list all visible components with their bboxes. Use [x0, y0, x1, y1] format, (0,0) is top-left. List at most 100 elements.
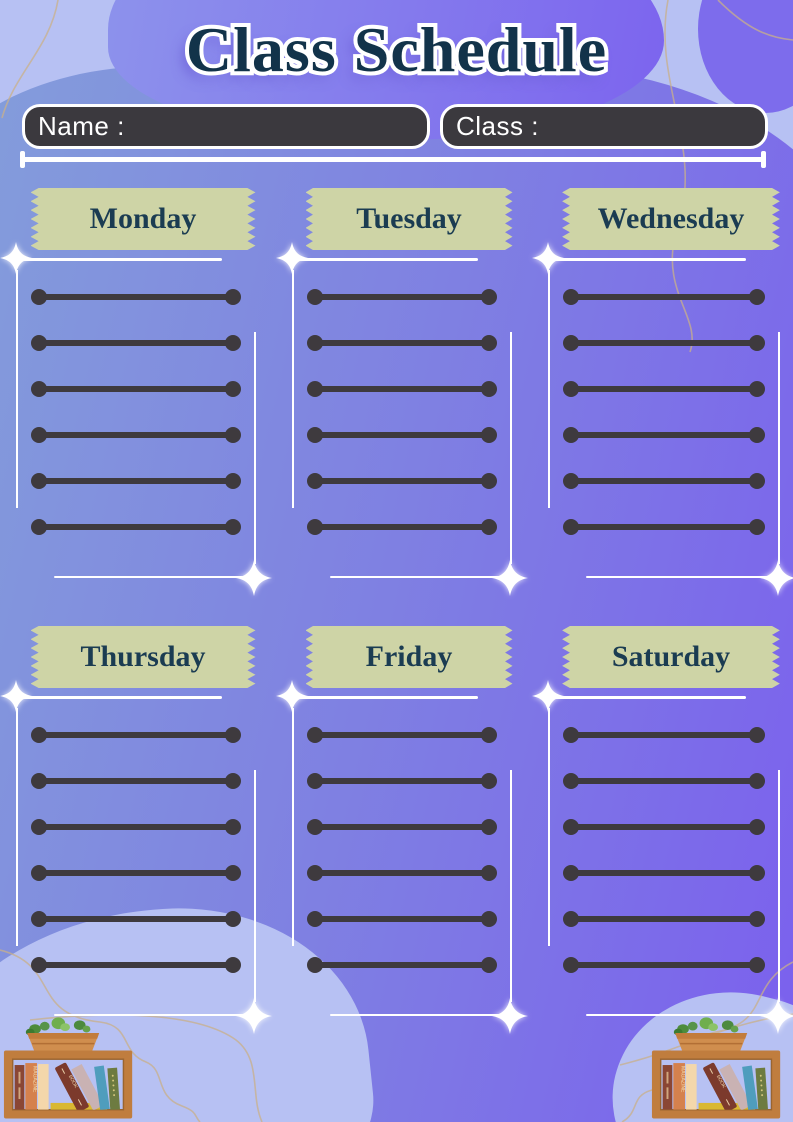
writing-lines: [18, 258, 268, 535]
frame-line-left: [292, 708, 294, 946]
frame-line-bottom: [54, 575, 256, 578]
frame-line-left: [16, 270, 18, 508]
writing-line[interactable]: [563, 473, 765, 489]
writing-line[interactable]: [307, 427, 497, 443]
sparkle-icon: [492, 560, 528, 596]
day-label: Tuesday: [356, 202, 462, 235]
day-banner: Wednesday: [562, 188, 780, 250]
writing-line[interactable]: [563, 289, 765, 305]
day-label: Saturday: [611, 640, 731, 673]
sparkle-icon: [0, 680, 32, 712]
bookshelf-illustration-left: MAGAZINE BOOK: [2, 1010, 138, 1122]
writing-line[interactable]: [563, 911, 765, 927]
day-lines-area: [532, 242, 793, 596]
writing-line[interactable]: [307, 473, 497, 489]
writing-line[interactable]: [307, 957, 497, 973]
writing-line[interactable]: [563, 865, 765, 881]
day-card: Saturday: [532, 626, 793, 1034]
writing-lines: [550, 696, 792, 973]
writing-line[interactable]: [31, 289, 241, 305]
writing-line[interactable]: [563, 519, 765, 535]
day-label: Thursday: [80, 640, 206, 673]
frame-line-right: [778, 770, 780, 1002]
writing-line[interactable]: [563, 773, 765, 789]
writing-line[interactable]: [563, 819, 765, 835]
day-card: Thursday: [0, 626, 272, 1034]
day-lines-area: [0, 242, 272, 596]
page-title: Class Schedule Class Schedule: [0, 12, 793, 87]
sparkle-icon: [760, 998, 793, 1034]
frame-line-top: [292, 696, 478, 699]
writing-line[interactable]: [563, 957, 765, 973]
writing-line[interactable]: [307, 865, 497, 881]
day-card: Monday: [0, 188, 272, 596]
writing-line[interactable]: [307, 519, 497, 535]
writing-line[interactable]: [563, 381, 765, 397]
frame-line-bottom: [586, 575, 780, 578]
frame-line-left: [16, 708, 18, 946]
books: MAGAZINE BOOK: [662, 1062, 768, 1110]
writing-line[interactable]: [31, 773, 241, 789]
frame-line-right: [510, 770, 512, 1002]
frame-line-right: [778, 332, 780, 564]
frame-line-right: [254, 770, 256, 1002]
bookshelf-icon: MAGAZINE BOOK: [3, 1017, 133, 1119]
day-banner: Tuesday: [305, 188, 513, 250]
writing-line[interactable]: [31, 819, 241, 835]
writing-line[interactable]: [31, 957, 241, 973]
sparkle-icon: [492, 998, 528, 1034]
sparkle-icon: [276, 242, 308, 274]
name-field[interactable]: Name :: [22, 104, 430, 149]
sparkle-icon: [236, 998, 272, 1034]
class-field[interactable]: Class :: [440, 104, 768, 149]
writing-lines: [294, 258, 524, 535]
day-label: Friday: [365, 640, 453, 673]
writing-line[interactable]: [31, 911, 241, 927]
frame-line-right: [254, 332, 256, 564]
frame-line-left: [548, 708, 550, 946]
writing-line[interactable]: [31, 473, 241, 489]
writing-line[interactable]: [31, 865, 241, 881]
page-title-text: Class Schedule: [185, 14, 608, 85]
frame-line-top: [548, 696, 746, 699]
day-card: Wednesday: [532, 188, 793, 596]
frame-line-top: [16, 258, 222, 261]
frame-line-top: [292, 258, 478, 261]
day-banner: Monday: [30, 188, 256, 250]
writing-line[interactable]: [307, 911, 497, 927]
writing-line[interactable]: [307, 381, 497, 397]
frame-line-right: [510, 332, 512, 564]
writing-line[interactable]: [307, 773, 497, 789]
day-lines-area: [276, 680, 528, 1034]
writing-line[interactable]: [563, 727, 765, 743]
ruler-divider-line: [20, 151, 766, 168]
frame-line-left: [292, 270, 294, 508]
sparkle-icon: [236, 560, 272, 596]
writing-line[interactable]: [307, 289, 497, 305]
plant-pot-icon: [25, 1017, 100, 1051]
frame-line-bottom: [330, 575, 512, 578]
writing-line[interactable]: [31, 427, 241, 443]
day-card: Tuesday: [276, 188, 528, 596]
writing-line[interactable]: [31, 335, 241, 351]
sparkle-icon: [532, 242, 564, 274]
frame-line-bottom: [54, 1013, 256, 1016]
writing-line[interactable]: [307, 727, 497, 743]
day-banner: Saturday: [562, 626, 780, 688]
day-lines-area: [532, 680, 793, 1034]
writing-line[interactable]: [31, 519, 241, 535]
writing-line[interactable]: [307, 335, 497, 351]
schedule-grid: Monday Tuesday: [0, 188, 793, 1034]
writing-line[interactable]: [563, 335, 765, 351]
writing-line[interactable]: [563, 427, 765, 443]
writing-line[interactable]: [31, 381, 241, 397]
day-lines-area: [276, 242, 528, 596]
frame-line-bottom: [586, 1013, 780, 1016]
bookshelf-illustration-right: MAGAZINE BOOK: [650, 1010, 786, 1122]
frame-line-bottom: [330, 1013, 512, 1016]
bookshelf-icon: MAGAZINE BOOK: [651, 1017, 781, 1119]
book-spine-label: MAGAZINE: [32, 1066, 38, 1093]
writing-line[interactable]: [31, 727, 241, 743]
writing-line[interactable]: [307, 819, 497, 835]
